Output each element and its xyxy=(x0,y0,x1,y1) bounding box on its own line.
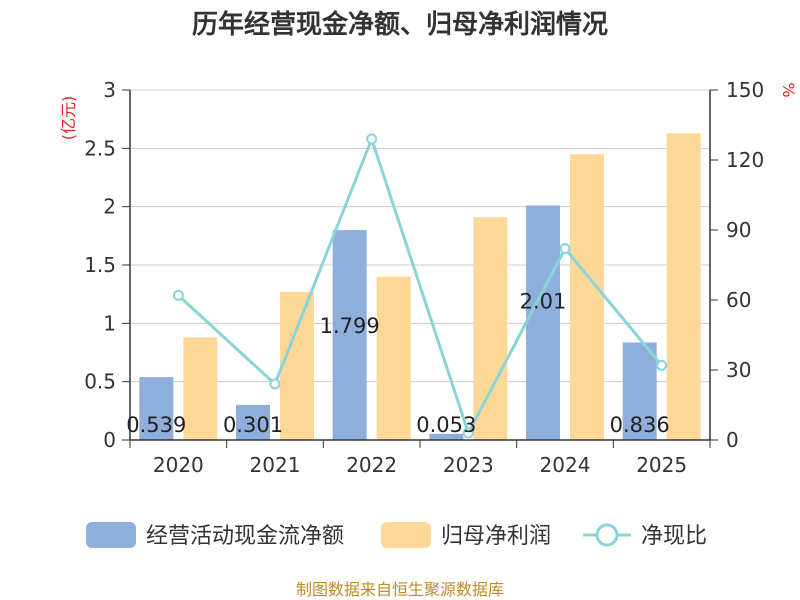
ratio-line xyxy=(177,134,663,437)
ratio-point xyxy=(656,359,668,371)
right-tick-label: 120 xyxy=(726,148,764,172)
left-tick-label: 2 xyxy=(103,195,116,219)
x-tick-label: 2022 xyxy=(346,453,397,477)
x-tick-label: 2025 xyxy=(636,453,687,477)
ratio-point xyxy=(559,243,571,255)
ratio-point xyxy=(462,427,474,439)
bar-netprofit xyxy=(570,154,604,440)
legend-swatch-cashflow xyxy=(86,522,136,548)
left-tick-label: 3 xyxy=(103,78,116,102)
bar-cashflow xyxy=(429,433,464,440)
bar-netprofit xyxy=(666,133,701,440)
bar-cashflow xyxy=(622,342,657,440)
data-label-cashflow: 0.836 xyxy=(610,413,670,437)
source-note: 制图数据来自恒生聚源数据库 xyxy=(296,580,504,599)
left-tick-label: 0.5 xyxy=(84,370,116,394)
ratio-point xyxy=(172,289,184,301)
data-label-cashflow: 1.799 xyxy=(320,314,380,338)
bar-netprofit xyxy=(376,276,411,440)
chart-title: 历年经营现金净额、归母净利润情况 xyxy=(192,9,608,40)
ratio-point xyxy=(269,378,281,390)
left-axis-unit: (亿元) xyxy=(59,96,78,141)
left-tick-label: 1 xyxy=(103,311,116,335)
right-tick-label: 30 xyxy=(726,358,751,382)
bar-cashflow xyxy=(236,404,270,440)
left-tick-label: 0 xyxy=(103,428,116,452)
x-tick-label: 2023 xyxy=(443,453,494,477)
right-tick-label: 0 xyxy=(726,428,739,452)
left-tick-label: 1.5 xyxy=(84,253,116,277)
bar-cashflow xyxy=(332,230,367,440)
legend-swatch-netprofit xyxy=(381,522,431,548)
legend-label-ratio: 净现比 xyxy=(641,524,707,549)
x-tick-label: 2021 xyxy=(250,453,301,477)
ratio-point xyxy=(366,133,378,145)
legend-label-netprofit: 归母净利润 xyxy=(441,524,551,549)
right-tick-label: 150 xyxy=(726,78,764,102)
gridlines xyxy=(130,89,710,383)
right-axis-unit: % xyxy=(779,82,798,97)
data-labels-layer: 0.539 0.301 1.799 0.053 2.01 0.836 xyxy=(126,290,669,438)
legend: 经营活动现金流净额 归母净利润 净现比 xyxy=(86,522,707,549)
legend-marker-ratio xyxy=(595,523,619,547)
data-label-cashflow: 0.053 xyxy=(416,413,476,437)
bar-netprofit xyxy=(473,217,508,440)
bars-layer xyxy=(139,133,701,440)
bar-cashflow xyxy=(139,377,174,440)
legend-label-cashflow: 经营活动现金流净额 xyxy=(146,524,344,549)
data-label-cashflow: 0.301 xyxy=(223,413,283,437)
x-tick-label: 2024 xyxy=(540,453,591,477)
bar-netprofit xyxy=(280,291,314,440)
left-tick-label: 2.5 xyxy=(84,136,116,160)
bar-netprofit xyxy=(183,337,218,440)
bar-cashflow xyxy=(526,205,560,440)
data-label-cashflow: 0.539 xyxy=(126,413,186,437)
right-tick-label: 90 xyxy=(726,218,751,242)
ratio-line-layer xyxy=(172,133,668,439)
x-tick-label: 2020 xyxy=(153,453,204,477)
data-label-cashflow: 2.01 xyxy=(520,290,567,314)
right-tick-label: 60 xyxy=(726,288,751,312)
